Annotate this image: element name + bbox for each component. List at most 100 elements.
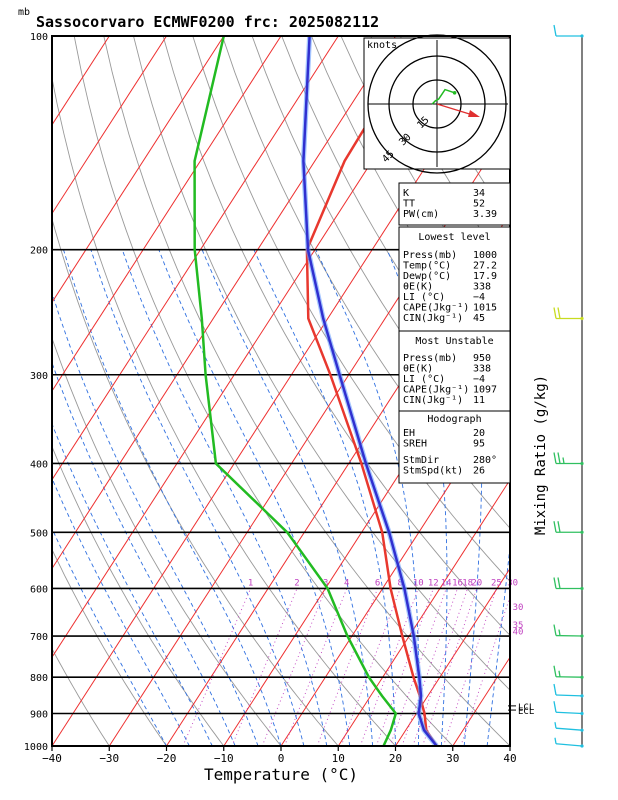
moist-adiabat xyxy=(253,249,396,746)
wind-barb-dot xyxy=(580,675,584,679)
hodo-key: SREH xyxy=(403,439,427,450)
dry-adiabat xyxy=(52,76,396,746)
dry-adiabat xyxy=(251,36,510,477)
lowest-value: 27.2 xyxy=(473,261,497,272)
mixing-ratio-label: 20 xyxy=(471,578,482,588)
index-key: K xyxy=(403,188,409,199)
storm-motion-arrowhead xyxy=(468,110,480,117)
dewpoint-profile xyxy=(193,36,398,746)
pressure-tick-label: 200 xyxy=(30,246,48,257)
dry-adiabat xyxy=(52,647,110,746)
wind-barb-dot xyxy=(580,694,584,698)
wind-barb-flag xyxy=(558,670,561,677)
moist-adiabat xyxy=(486,542,510,746)
dry-adiabat xyxy=(52,445,225,746)
lowest-value: 17.9 xyxy=(473,271,497,282)
index-value: 34 xyxy=(473,188,485,199)
wind-barb xyxy=(555,711,583,715)
wind-barb-dot xyxy=(580,34,584,38)
x-tick-label: 40 xyxy=(503,752,516,765)
mixing-ratio-label: 25 xyxy=(491,578,502,588)
dry-adiabat xyxy=(103,36,510,746)
dry-adiabat xyxy=(73,36,454,746)
mixing-ratio-label: 2 xyxy=(294,578,299,588)
lowest-key: CAPE(Jkg⁻¹) xyxy=(403,303,469,314)
moist-adiabat xyxy=(52,477,190,746)
pressure-tick-label: 700 xyxy=(30,632,48,643)
dry-adiabat xyxy=(192,36,510,583)
x-tick-label: 30 xyxy=(446,752,459,765)
wind-barb-flag xyxy=(553,521,557,533)
wind-barb xyxy=(555,727,583,731)
lowest-value: 45 xyxy=(473,313,485,324)
dry-adiabat xyxy=(52,217,339,746)
lowest-key: Temp(°C) xyxy=(403,261,451,272)
mixing-ratio-line xyxy=(231,588,298,746)
wind-barb-flag xyxy=(553,452,557,464)
mixing-ratio-label: 1 xyxy=(248,578,253,588)
storm-value: 280° xyxy=(473,455,497,466)
storm-key: StmDir xyxy=(403,455,439,466)
mixing-ratio-label: 3 xyxy=(323,578,328,588)
dry-adiabat xyxy=(162,36,510,636)
isotherm xyxy=(52,36,110,126)
dry-adiabat xyxy=(221,36,510,529)
temperature-profile xyxy=(305,36,438,746)
wind-barb-dot xyxy=(580,530,584,534)
x-tick-label: −10 xyxy=(214,752,234,765)
indices-table: K 34 TT 52 PW(cm) 3.39 Lowest level Press(mb) 10… xyxy=(398,182,511,484)
unstable-key: CIN(Jkg⁻¹) xyxy=(403,395,463,406)
lowest-value: 1015 xyxy=(473,303,497,314)
isotherm xyxy=(509,745,510,746)
moist-adiabat xyxy=(52,422,213,746)
x-tick-label: −30 xyxy=(99,752,119,765)
wind-barb-flag xyxy=(557,577,561,589)
lowest-value: −4 xyxy=(473,292,485,303)
mixing-ratio-label: 10 xyxy=(413,578,424,588)
lowest-key: Press(mb) xyxy=(403,250,457,261)
isotherm xyxy=(52,36,396,570)
mixing-ratio-label: 8 xyxy=(398,578,403,588)
mixing-ratio-label: 6 xyxy=(375,578,380,588)
index-key: PW(cm) xyxy=(403,209,439,220)
moist-adiabat xyxy=(121,249,328,746)
wind-barb-flag xyxy=(557,307,561,319)
moist-adiabat xyxy=(52,527,167,746)
isotherm xyxy=(52,36,167,215)
background-lines xyxy=(52,36,510,746)
hodograph-point xyxy=(452,91,457,95)
pressure-tick-label: 600 xyxy=(30,584,48,595)
dry-adiabat xyxy=(52,548,167,746)
mixing-ratio-label: 30 xyxy=(507,578,518,588)
wind-barb-flag xyxy=(554,737,557,744)
wind-barb-flag xyxy=(553,307,557,319)
moist-adiabat xyxy=(158,249,351,746)
wind-barb-dot xyxy=(580,461,584,466)
lowest-level-title: Lowest level xyxy=(418,232,490,243)
wind-barb-dot xyxy=(580,634,584,638)
wind-barb-flag xyxy=(553,701,557,713)
index-box xyxy=(398,182,511,226)
unstable-value: 1097 xyxy=(473,385,497,396)
pressure-tick-label: 500 xyxy=(30,528,48,539)
hodograph-title: knots xyxy=(367,40,397,51)
storm-key: StmSpd(kt) xyxy=(403,466,463,477)
parcel-profile xyxy=(302,36,438,746)
mixing-ratio-line xyxy=(182,588,252,746)
most-unstable-title: Most Unstable xyxy=(415,336,493,347)
pressure-tick-label: 400 xyxy=(30,459,48,470)
mixing-ratio-label: 4 xyxy=(344,578,349,588)
mixing-ratio-line xyxy=(284,588,348,746)
isotherm xyxy=(166,212,510,746)
wind-barb-flag xyxy=(558,629,561,636)
wind-barb-flag xyxy=(553,624,557,636)
unstable-value: 11 xyxy=(473,395,485,406)
x-tick-label: −40 xyxy=(42,752,62,765)
wind-barb-flag xyxy=(553,577,557,589)
hodograph-index-title: Hodograph xyxy=(427,414,481,425)
index-value: 52 xyxy=(473,199,485,210)
